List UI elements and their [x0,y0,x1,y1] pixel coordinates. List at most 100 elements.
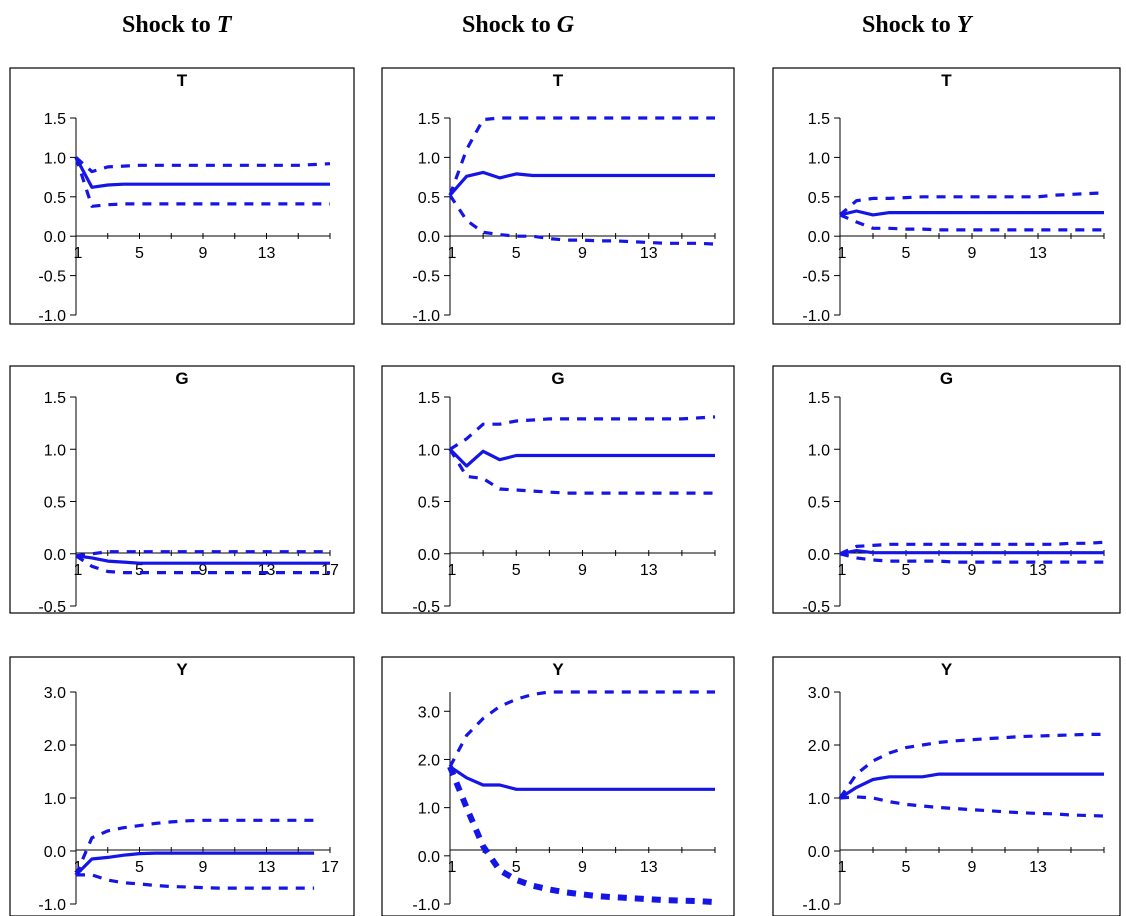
series-response-line [74,851,315,877]
x-tick-label: 5 [135,245,144,262]
series-upper-line [74,818,315,876]
y-tick-label: -0.5 [802,269,830,286]
x-tick-label: 1 [448,245,457,262]
y-tick-label: 0.5 [418,190,440,207]
series-upper-line [838,732,1104,799]
x-tick-label: 13 [1029,859,1047,876]
y-tick-label: 1.0 [44,442,66,459]
x-tick-label: 1 [74,562,83,579]
y-tick-label: 1.5 [44,390,66,407]
y-tick-label: 0.0 [808,547,830,564]
series-response-line [839,209,1104,217]
series-upper-line [839,540,1105,556]
y-tick-label: -0.5 [38,269,66,286]
irf-panel: Y 3.0 2.0 1.0 0.0 -1.0 1 5 9 13 [381,656,735,916]
x-tick-label: 13 [1029,562,1047,579]
x-tick-label: 5 [135,562,144,579]
series-upper-line [448,116,715,196]
x-tick-label: 5 [902,562,911,579]
column-title-shock-g: Shock to G [462,12,575,38]
x-tick-label: 17 [321,859,339,876]
panel-frame [772,656,1121,916]
x-tick-label: 5 [902,859,911,876]
series-upper-line [838,191,1105,217]
x-tick-label: 9 [199,245,208,262]
y-tick-label: -1.0 [412,308,440,325]
y-tick-label: 0.0 [44,844,66,861]
x-tick-label: 1 [838,859,847,876]
irf-panel: T 1.5 1.0 0.5 0.0 -0.5 -1.0 1 5 9 13 [772,67,1121,325]
y-tick-label: 1.5 [808,111,830,128]
x-tick-label: 9 [968,562,977,579]
x-tick-label: 13 [640,859,658,876]
y-tick-label: 1.0 [44,791,66,808]
irf-panel: T 1.5 1.0 0.5 0.0 -0.5 -1.0 1 5 9 13 [381,67,735,325]
y-tick-label: 0.0 [418,229,440,246]
y-tick-label: 0.5 [808,190,830,207]
x-tick-label: 13 [640,245,658,262]
x-tick-label: 5 [902,245,911,262]
panel-title: T [941,71,952,90]
y-tick-label: -1.0 [802,308,830,325]
y-tick-label: 0.0 [808,844,830,861]
series-response-line [449,765,715,791]
series-lower-line [839,213,1104,232]
series-lower-line [448,194,716,246]
y-tick-label: 0.0 [44,547,66,564]
panel-title: T [177,71,188,90]
series-response-line [448,448,715,468]
x-tick-label: 5 [512,562,521,579]
y-tick-label: 0.0 [44,229,66,246]
x-tick-label: 9 [199,859,208,876]
x-tick-label: 1 [838,562,847,579]
y-tick-label: 0.5 [418,495,440,512]
y-tick-label: -0.5 [38,599,66,616]
x-tick-label: 13 [258,245,276,262]
x-tick-label: 1 [448,562,457,579]
y-tick-label: -1.0 [38,897,66,914]
series-response-line [74,156,330,189]
y-tick-label: 1.0 [418,442,440,459]
y-tick-label: 1.0 [808,791,830,808]
panel-title: G [551,369,564,388]
series-upper-line [449,415,716,451]
y-tick-label: 1.0 [808,150,830,167]
irf-panel: G 1.5 1.0 0.5 0.0 -0.5 1 5 9 13 [381,365,735,616]
irf-panel: T 1.5 1.0 0.5 0.0 -0.5 -1.0 1 5 9 13 [9,67,355,325]
x-tick-label: 17 [321,562,339,579]
series-lower-line [448,448,715,495]
panel-frame [9,67,355,325]
y-tick-label: 3.0 [808,685,830,702]
x-tick-label: 9 [968,859,977,876]
panel-frame [381,656,735,916]
x-tick-label: 1 [448,859,457,876]
y-tick-label: 0.5 [44,190,66,207]
y-tick-label: 0.5 [808,495,830,512]
y-tick-label: -0.5 [412,599,440,616]
x-tick-label: 13 [1029,245,1047,262]
series-upper-line [75,550,330,558]
y-tick-label: -0.5 [802,599,830,616]
irf-panel: G 1.5 1.0 0.5 0.0 -0.5 1 5 9 13 17 [9,365,355,616]
x-tick-label: 9 [578,562,587,579]
y-tick-label: 0.0 [418,547,440,564]
column-title-shock-y: Shock to Y [862,12,972,38]
panel-frame [381,365,735,614]
y-tick-label: 2.0 [808,738,830,755]
y-tick-label: 1.5 [418,111,440,128]
y-tick-label: -1.0 [412,897,440,914]
series-response-line [448,170,715,197]
x-tick-label: 1 [838,245,847,262]
x-tick-label: 13 [258,562,276,579]
x-tick-label: 13 [258,859,276,876]
series-response-line [839,772,1104,800]
y-tick-label: 2.0 [418,752,440,769]
y-tick-label: 2.0 [44,738,66,755]
y-tick-label: 0.0 [418,849,440,866]
irf-panel: G 1.5 1.0 0.5 0.0 -0.5 1 5 9 13 [772,365,1121,616]
y-tick-label: 1.0 [418,801,440,818]
y-tick-label: 1.5 [418,390,440,407]
panel-title: G [175,369,188,388]
